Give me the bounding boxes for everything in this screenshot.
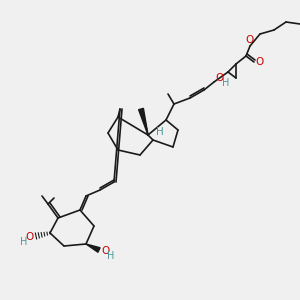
Text: H: H <box>20 237 28 247</box>
Text: O: O <box>101 246 109 256</box>
Text: H: H <box>222 78 230 88</box>
Polygon shape <box>139 108 148 135</box>
Text: O: O <box>246 35 254 45</box>
Text: O: O <box>26 232 34 242</box>
Text: O: O <box>216 73 224 83</box>
Polygon shape <box>86 244 100 252</box>
Text: H: H <box>156 127 164 137</box>
Text: O: O <box>255 57 263 67</box>
Text: H: H <box>107 251 115 261</box>
